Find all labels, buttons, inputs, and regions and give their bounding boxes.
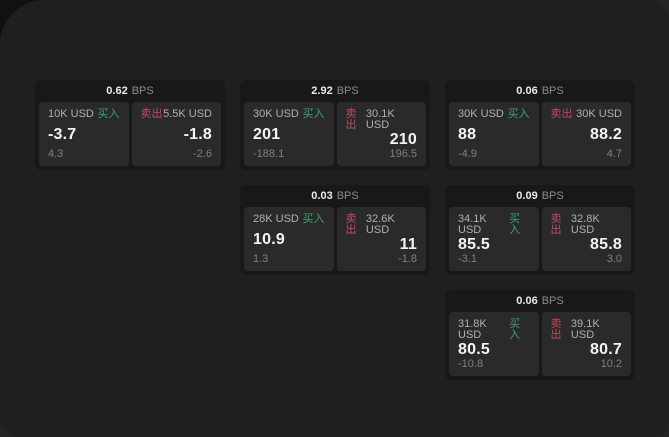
sell-change: 10.2	[600, 358, 622, 370]
sell-panel[interactable]: 卖出 39.1K USD 80.7 10.2	[541, 312, 631, 376]
bps-value: 0.09	[516, 189, 538, 202]
sell-side-label: 卖出	[345, 213, 357, 236]
bps-value: 0.06	[516, 84, 538, 97]
sell-change: 3.0	[606, 253, 622, 265]
buy-panel[interactable]: 34.1K USD 买入 85.5 -3.1	[449, 207, 539, 271]
quote-card: 0.03 BPS 28K USD 买入 10.9 1.3 卖出 32.6K US…	[240, 185, 430, 275]
bps-unit-label: BPS	[336, 189, 359, 202]
sell-panel[interactable]: 卖出 5.5K USD -1.8 -2.6	[131, 102, 221, 166]
sell-side-label: 卖出	[345, 108, 357, 131]
sell-side-label: 卖出	[550, 108, 573, 120]
panels: 10K USD 买入 -3.7 4.3 卖出 5.5K USD -1.8 -2.…	[39, 102, 221, 166]
sell-price: 210	[389, 131, 417, 148]
card-header: 0.06 BPS	[449, 80, 631, 102]
quote-cards-grid: 0.62 BPS 10K USD 买入 -3.7 4.3 卖出 5.5K USD	[35, 80, 635, 380]
buy-change: -4.9	[458, 148, 477, 160]
sell-side-label: 卖出	[140, 108, 163, 120]
buy-change: 4.3	[48, 148, 64, 160]
sell-price: 80.7	[590, 341, 622, 358]
buy-panel[interactable]: 30K USD 买入 88 -4.9	[449, 102, 539, 166]
bps-unit-label: BPS	[131, 84, 154, 97]
buy-panel[interactable]: 28K USD 买入 10.9 1.3	[244, 207, 334, 271]
buy-panel[interactable]: 10K USD 买入 -3.7 4.3	[39, 102, 129, 166]
sell-notional: 32.6K USD	[365, 213, 395, 236]
bps-value: 0.03	[311, 189, 333, 202]
card-header: 0.06 BPS	[449, 290, 631, 312]
buy-change: -188.1	[253, 148, 285, 160]
panels: 34.1K USD 买入 85.5 -3.1 卖出 32.8K USD 85.8…	[449, 207, 631, 271]
sell-panel[interactable]: 卖出 30K USD 88.2 4.7	[541, 102, 631, 166]
panels: 30K USD 买入 88 -4.9 卖出 30K USD 88.2 4.7	[449, 102, 631, 166]
bps-value: 0.06	[516, 294, 538, 307]
sell-panel[interactable]: 卖出 30.1K USD 210 196.5	[336, 102, 426, 166]
sell-side-label: 卖出	[550, 213, 562, 236]
card-header: 0.09 BPS	[449, 185, 631, 207]
sell-change: 196.5	[389, 148, 417, 160]
sell-change: -2.6	[193, 148, 212, 160]
buy-panel[interactable]: 31.8K USD 买入 80.5 -10.8	[449, 312, 539, 376]
sell-side-label: 卖出	[550, 318, 562, 341]
panels: 30K USD 买入 201 -188.1 卖出 30.1K USD 210 1…	[244, 102, 426, 166]
quote-card: 0.62 BPS 10K USD 买入 -3.7 4.3 卖出 5.5K USD	[35, 80, 225, 170]
bps-value: 0.62	[106, 84, 128, 97]
buy-price: 88	[458, 125, 477, 143]
card-header: 0.62 BPS	[39, 80, 221, 102]
panels: 31.8K USD 买入 80.5 -10.8 卖出 39.1K USD 80.…	[449, 312, 631, 376]
buy-notional: 31.8K USD	[458, 318, 487, 341]
bps-value: 2.92	[311, 84, 333, 97]
quote-card: 2.92 BPS 30K USD 买入 201 -188.1 卖出 30.1K …	[240, 80, 430, 170]
buy-notional: 30K USD	[253, 108, 299, 120]
buy-notional: 28K USD	[253, 213, 299, 225]
buy-notional: 30K USD	[458, 108, 504, 120]
buy-price: 80.5	[458, 341, 490, 358]
sell-price: 11	[399, 236, 417, 253]
buy-price: 85.5	[458, 236, 490, 253]
sell-change: -1.8	[398, 253, 417, 265]
quote-card: 0.09 BPS 34.1K USD 买入 85.5 -3.1 卖出 32.8K…	[445, 185, 635, 275]
buy-side-label: 买入	[507, 108, 530, 120]
sell-price: 85.8	[590, 236, 622, 253]
sell-notional: 32.8K USD	[570, 213, 600, 236]
bps-unit-label: BPS	[541, 84, 564, 97]
buy-notional: 34.1K USD	[458, 213, 487, 236]
quote-card: 0.06 BPS 30K USD 买入 88 -4.9 卖出 30K USD	[445, 80, 635, 170]
bps-unit-label: BPS	[541, 189, 564, 202]
buy-notional: 10K USD	[48, 108, 94, 120]
buy-change: 1.3	[253, 253, 269, 265]
buy-side-label: 买入	[302, 213, 325, 225]
buy-side-label: 买入	[302, 108, 325, 120]
sell-notional: 5.5K USD	[163, 108, 212, 120]
sell-change: 4.7	[606, 148, 622, 160]
sell-panel[interactable]: 卖出 32.6K USD 11 -1.8	[336, 207, 426, 271]
buy-price: 201	[253, 125, 281, 143]
panels: 28K USD 买入 10.9 1.3 卖出 32.6K USD 11 -1.8	[244, 207, 426, 271]
card-header: 2.92 BPS	[244, 80, 426, 102]
sell-price: 88.2	[590, 125, 622, 143]
sell-notional: 39.1K USD	[570, 318, 600, 341]
card-header: 0.03 BPS	[244, 185, 426, 207]
buy-side-label: 买入	[97, 108, 120, 120]
buy-price: 10.9	[253, 230, 285, 248]
sell-notional: 30K USD	[576, 108, 622, 120]
buy-change: -3.1	[458, 253, 477, 265]
quote-card: 0.06 BPS 31.8K USD 买入 80.5 -10.8 卖出 39.1…	[445, 290, 635, 380]
buy-change: -10.8	[458, 358, 484, 370]
buy-side-label: 买入	[509, 318, 521, 341]
sell-price: -1.8	[183, 125, 212, 143]
buy-side-label: 买入	[509, 213, 521, 236]
bps-unit-label: BPS	[336, 84, 359, 97]
buy-panel[interactable]: 30K USD 买入 201 -188.1	[244, 102, 334, 166]
buy-price: -3.7	[48, 125, 77, 143]
sell-notional: 30.1K USD	[365, 108, 395, 131]
bps-unit-label: BPS	[541, 294, 564, 307]
sell-panel[interactable]: 卖出 32.8K USD 85.8 3.0	[541, 207, 631, 271]
